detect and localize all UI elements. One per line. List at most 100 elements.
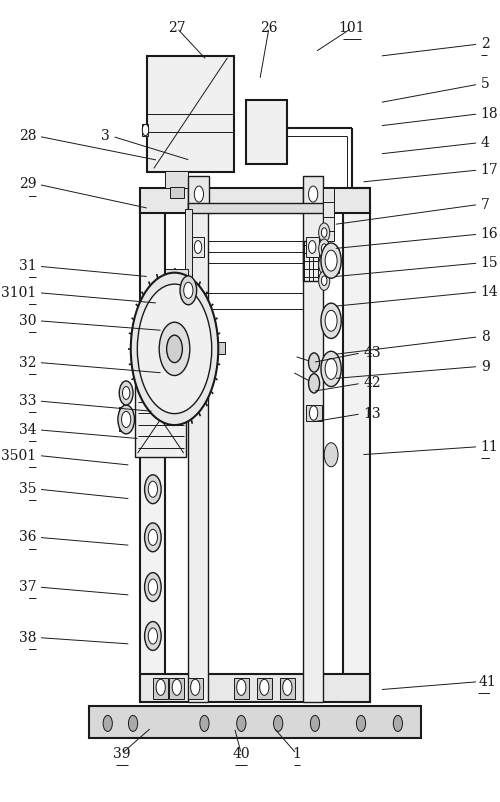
Bar <box>119 407 125 431</box>
Bar <box>306 237 318 257</box>
Text: 33: 33 <box>19 394 36 408</box>
Bar <box>192 237 204 257</box>
Circle shape <box>321 351 341 387</box>
Bar <box>323 249 340 273</box>
Text: 2: 2 <box>481 37 490 51</box>
Circle shape <box>325 310 337 331</box>
Circle shape <box>236 715 246 731</box>
Text: 31: 31 <box>18 259 36 273</box>
Circle shape <box>128 715 138 731</box>
Circle shape <box>356 715 366 731</box>
Circle shape <box>282 679 292 695</box>
Text: 34: 34 <box>18 423 36 437</box>
Bar <box>246 100 288 164</box>
Text: 16: 16 <box>481 227 498 241</box>
Bar <box>304 241 323 281</box>
Bar <box>154 678 168 699</box>
Bar <box>170 187 183 198</box>
Circle shape <box>318 239 330 258</box>
Circle shape <box>308 353 320 372</box>
Text: 37: 37 <box>18 580 36 594</box>
Text: 7: 7 <box>481 197 490 212</box>
Text: 3101: 3101 <box>1 286 36 300</box>
Circle shape <box>131 273 218 425</box>
Circle shape <box>200 715 209 731</box>
Text: 28: 28 <box>19 129 36 144</box>
Bar <box>304 176 323 209</box>
Circle shape <box>322 260 327 269</box>
Text: 43: 43 <box>364 346 381 360</box>
Circle shape <box>144 523 161 552</box>
Text: 101: 101 <box>338 21 365 35</box>
Circle shape <box>103 715 113 731</box>
Circle shape <box>325 250 337 271</box>
Bar <box>140 188 370 213</box>
Bar <box>140 205 166 702</box>
Circle shape <box>148 628 158 644</box>
Bar <box>140 674 370 702</box>
Circle shape <box>318 271 330 290</box>
Text: 1: 1 <box>292 747 301 761</box>
Circle shape <box>144 475 161 504</box>
Text: 4: 4 <box>481 136 490 150</box>
Bar <box>188 188 208 702</box>
Bar <box>166 269 188 289</box>
Circle shape <box>260 679 269 695</box>
Circle shape <box>394 715 402 731</box>
Circle shape <box>148 529 158 545</box>
Circle shape <box>148 579 158 595</box>
Bar <box>142 124 148 136</box>
Circle shape <box>119 381 133 405</box>
Text: 30: 30 <box>19 314 36 328</box>
Circle shape <box>310 715 320 731</box>
Circle shape <box>156 679 166 695</box>
Text: 35: 35 <box>19 482 36 496</box>
Bar <box>280 678 294 699</box>
Text: 18: 18 <box>481 107 498 121</box>
Circle shape <box>180 276 196 305</box>
Text: 9: 9 <box>481 359 490 374</box>
Bar <box>147 56 234 172</box>
Circle shape <box>159 322 190 375</box>
Text: 36: 36 <box>19 530 36 545</box>
Text: 40: 40 <box>232 747 250 761</box>
Text: 38: 38 <box>19 630 36 645</box>
Circle shape <box>274 715 282 731</box>
Text: 32: 32 <box>19 355 36 370</box>
Circle shape <box>138 284 212 414</box>
Bar <box>257 678 272 699</box>
Circle shape <box>321 243 341 278</box>
Circle shape <box>172 679 182 695</box>
Circle shape <box>324 443 338 467</box>
Circle shape <box>194 186 203 202</box>
Text: 3501: 3501 <box>1 448 36 463</box>
Circle shape <box>308 241 316 253</box>
Circle shape <box>144 573 161 602</box>
Text: 41: 41 <box>478 674 496 689</box>
Bar <box>304 188 323 702</box>
Text: 39: 39 <box>113 747 130 761</box>
Bar <box>323 310 340 330</box>
Circle shape <box>122 411 131 427</box>
Bar <box>90 706 421 738</box>
Circle shape <box>118 405 134 434</box>
Circle shape <box>318 255 330 274</box>
Circle shape <box>321 303 341 338</box>
Text: 8: 8 <box>481 330 490 344</box>
Circle shape <box>308 186 318 202</box>
Bar <box>306 405 322 421</box>
Bar <box>185 209 192 321</box>
Text: 29: 29 <box>19 177 36 192</box>
Text: 17: 17 <box>481 163 498 177</box>
Circle shape <box>144 622 161 650</box>
Bar <box>234 678 248 699</box>
Text: 5: 5 <box>481 77 490 91</box>
Bar <box>170 678 184 699</box>
Bar <box>166 342 225 354</box>
Circle shape <box>310 406 318 420</box>
Circle shape <box>325 358 337 379</box>
Circle shape <box>236 679 246 695</box>
Text: 14: 14 <box>481 285 498 299</box>
Text: 42: 42 <box>364 376 381 391</box>
Circle shape <box>308 374 320 393</box>
